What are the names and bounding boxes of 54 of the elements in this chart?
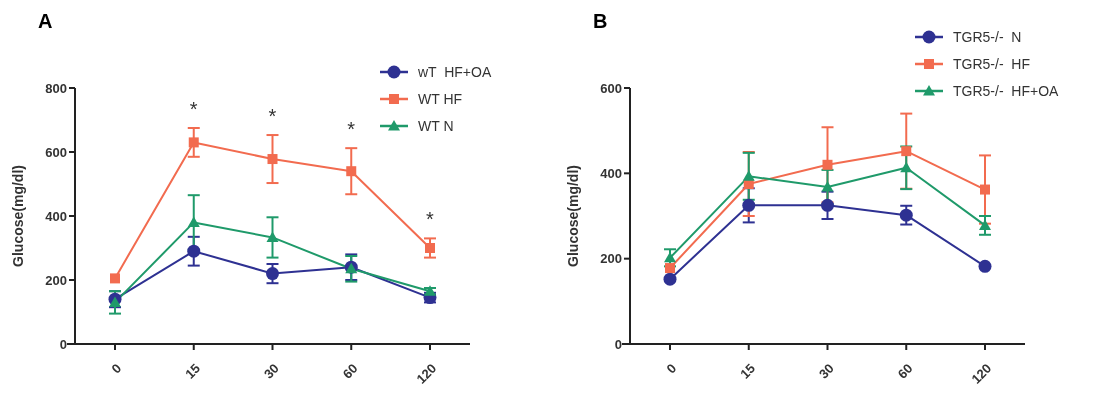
legend-label: TGR5-/- N	[953, 28, 1022, 45]
x-tick-label: 0	[663, 360, 680, 377]
legend-label: TGR5-/- HF+OA	[953, 82, 1060, 99]
x-tick-label: 15	[737, 360, 759, 382]
annotation: *	[347, 118, 356, 141]
legend-label: WT HF	[418, 90, 463, 107]
point	[822, 159, 833, 170]
point	[266, 267, 279, 281]
y-tick-label: 400	[600, 165, 622, 181]
x-tick-label: 60	[894, 360, 916, 382]
point	[665, 263, 675, 274]
y-tick-label: 800	[45, 80, 67, 96]
point	[980, 184, 990, 195]
point	[663, 272, 677, 286]
y-axis-title: Glucose(mg/dl)	[10, 165, 26, 267]
y-tick-label: 0	[59, 336, 67, 352]
chart-title: B	[593, 10, 608, 32]
y-tick-label: 200	[45, 272, 67, 288]
point	[109, 296, 121, 307]
point	[900, 161, 913, 173]
point	[346, 166, 357, 177]
annotation: *	[268, 105, 277, 128]
point	[266, 231, 279, 242]
y-tick-label: 400	[45, 208, 67, 224]
legend-label: TGR5-/- HF	[953, 55, 1030, 72]
x-tick-label: 120	[968, 360, 995, 387]
point	[742, 170, 755, 181]
x-tick-label: 15	[182, 360, 204, 382]
x-tick-label: 30	[261, 360, 282, 382]
x-tick-label: 60	[339, 360, 361, 382]
point	[110, 273, 120, 284]
x-tick-label: 30	[816, 360, 837, 382]
point	[188, 137, 199, 148]
chart-title: A	[38, 10, 53, 32]
y-tick-label: 200	[600, 251, 622, 267]
point	[821, 198, 834, 212]
point	[187, 244, 201, 258]
legend-label: wT HF+OA	[417, 63, 492, 80]
y-axis-title: Glucose(mg/dl)	[565, 165, 581, 267]
point	[187, 216, 200, 227]
point	[267, 154, 278, 165]
annotation: *	[189, 98, 198, 120]
y-tick-label: 600	[600, 80, 622, 96]
legend-label: WT N	[418, 117, 454, 134]
point	[425, 243, 435, 253]
point	[978, 259, 992, 273]
point	[901, 146, 912, 157]
x-tick-label: 0	[108, 360, 125, 377]
point	[899, 208, 913, 222]
y-tick-label: 0	[614, 336, 622, 352]
annotation: *	[426, 208, 435, 231]
point	[742, 198, 756, 212]
y-tick-label: 600	[45, 144, 67, 160]
x-tick-label: 120	[413, 360, 440, 387]
